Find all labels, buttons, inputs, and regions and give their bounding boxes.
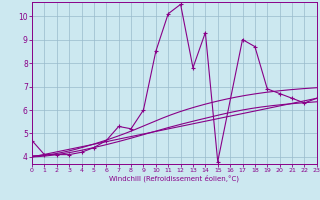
X-axis label: Windchill (Refroidissement éolien,°C): Windchill (Refroidissement éolien,°C) bbox=[109, 175, 239, 182]
